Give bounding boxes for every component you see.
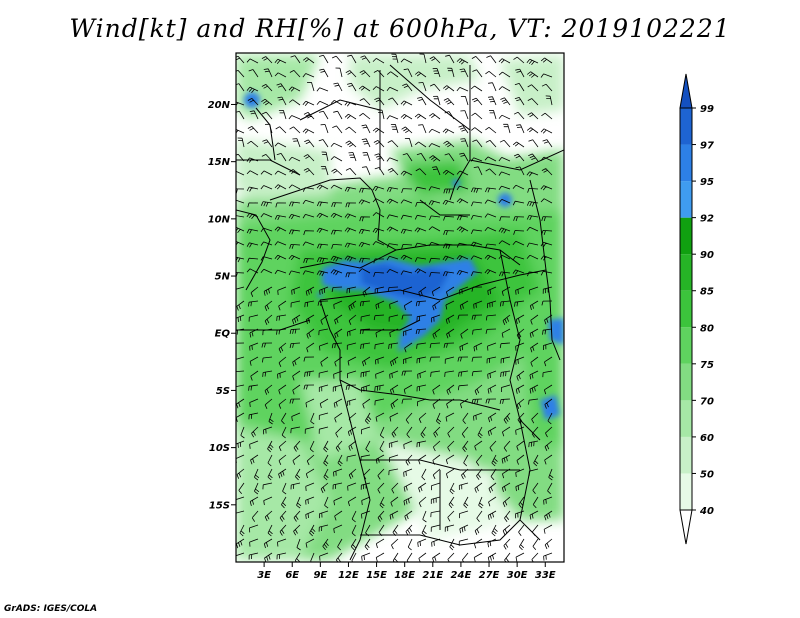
lon-tick-label: 9E bbox=[313, 570, 327, 581]
colorbar-level-label: 85 bbox=[700, 287, 714, 298]
map-title: Wind[kt] and RH[%] at 600hPa, VT: 201910… bbox=[69, 14, 731, 43]
colorbar-level-label: 92 bbox=[700, 214, 714, 225]
lon-tick-label: 15E bbox=[366, 570, 387, 581]
colorbar-level-label: 50 bbox=[700, 469, 714, 480]
colorbar-segment bbox=[680, 473, 692, 510]
lat-tick-label: 10N bbox=[208, 214, 231, 225]
lon-tick-label: 12E bbox=[338, 570, 359, 581]
lon-tick-label: 6E bbox=[285, 570, 299, 581]
plot-frame bbox=[235, 52, 565, 563]
country-borders bbox=[236, 64, 564, 561]
lat-tick-label: 20N bbox=[208, 100, 231, 111]
lat-tick-label: EQ bbox=[215, 329, 231, 340]
colorbar-segment bbox=[680, 254, 692, 291]
lon-tick-label: 21E bbox=[422, 570, 443, 581]
lon-tick-label: 33E bbox=[535, 570, 556, 581]
colorbar-level-label: 90 bbox=[700, 250, 714, 261]
colorbar-level-label: 95 bbox=[700, 177, 714, 188]
lon-tick-label: 24E bbox=[451, 570, 472, 581]
colorbar-segment bbox=[680, 144, 692, 182]
lat-tick-label: 10S bbox=[209, 443, 230, 454]
colorbar: 40 50 60 70 75 80 85 90 92 95 97 99 bbox=[679, 73, 714, 545]
colorbar-level-label: 70 bbox=[700, 396, 714, 407]
lat-tick-label: 15N bbox=[208, 157, 231, 168]
colorbar-level-label: 99 bbox=[700, 104, 714, 115]
colorbar-segment bbox=[680, 436, 692, 474]
map-plot-area: 20N 15N 10N 5N EQ 5S 10S 15S 3E 6E 9E 12E 15E 18E 21E… bbox=[208, 52, 565, 581]
grads-credit: GrADS: IGES/COLA bbox=[4, 604, 98, 614]
lon-tick-label: 3E bbox=[257, 570, 271, 581]
colorbar-segment bbox=[680, 217, 692, 255]
lon-tick-label: 18E bbox=[394, 570, 415, 581]
colorbar-segment bbox=[680, 290, 692, 328]
colorbar-segment bbox=[680, 363, 692, 401]
colorbar-level-label: 75 bbox=[700, 360, 714, 371]
lon-tick-label: 30E bbox=[507, 570, 528, 581]
lat-tick-label: 5S bbox=[216, 386, 230, 397]
longitude-axis: 3E 6E 9E 12E 15E 18E 21E 24E 27E 30E 33E bbox=[257, 562, 556, 581]
colorbar-high-triangle bbox=[679, 73, 693, 109]
colorbar-level-label: 80 bbox=[700, 323, 714, 334]
colorbar-level-label: 60 bbox=[700, 433, 714, 444]
colorbar-segment bbox=[680, 181, 692, 218]
colorbar-segment bbox=[680, 400, 692, 437]
colorbar-level-label: 97 bbox=[700, 141, 714, 152]
lat-tick-label: 5N bbox=[215, 272, 231, 283]
lon-tick-label: 27E bbox=[479, 570, 500, 581]
wind-barb-paths bbox=[236, 53, 554, 562]
colorbar-level-label: 40 bbox=[699, 506, 714, 517]
colorbar-low-triangle bbox=[679, 509, 693, 545]
colorbar-segment bbox=[680, 327, 692, 364]
colorbar-segment bbox=[680, 108, 692, 145]
wind-barbs bbox=[236, 53, 554, 562]
latitude-axis: 20N 15N 10N 5N EQ 5S 10S 15S bbox=[208, 100, 236, 511]
lat-tick-label: 15S bbox=[209, 500, 230, 511]
